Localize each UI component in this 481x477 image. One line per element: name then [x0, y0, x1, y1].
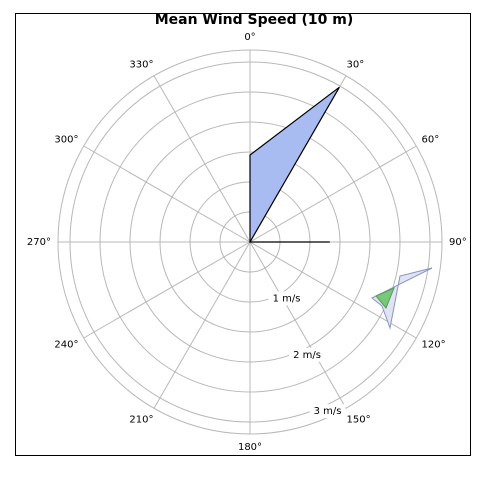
chart-frame: [16, 14, 471, 456]
r-tick-label: 1 m/s: [273, 293, 301, 304]
angle-label: 150°: [347, 415, 371, 426]
chart-title: Mean Wind Speed (10 m): [155, 12, 354, 28]
angle-label: 120°: [422, 340, 446, 351]
angle-label: 270°: [27, 237, 51, 248]
angle-label: 330°: [129, 59, 153, 70]
angle-label: 240°: [54, 340, 78, 351]
r-tick-label: 3 m/s: [314, 406, 342, 417]
angle-label: 300°: [54, 135, 78, 146]
angle-label: 30°: [347, 59, 365, 70]
angle-label: 60°: [422, 135, 440, 146]
angle-label: 180°: [238, 442, 262, 453]
r-tick-label: 2 m/s: [293, 350, 321, 361]
angle-label: 90°: [449, 237, 467, 248]
chart: Mean Wind Speed (10 m) 1 m/s 2 m/s 3 m/s 0°…: [0, 0, 481, 477]
angle-label: 210°: [129, 415, 153, 426]
angle-label: 0°: [244, 32, 255, 43]
